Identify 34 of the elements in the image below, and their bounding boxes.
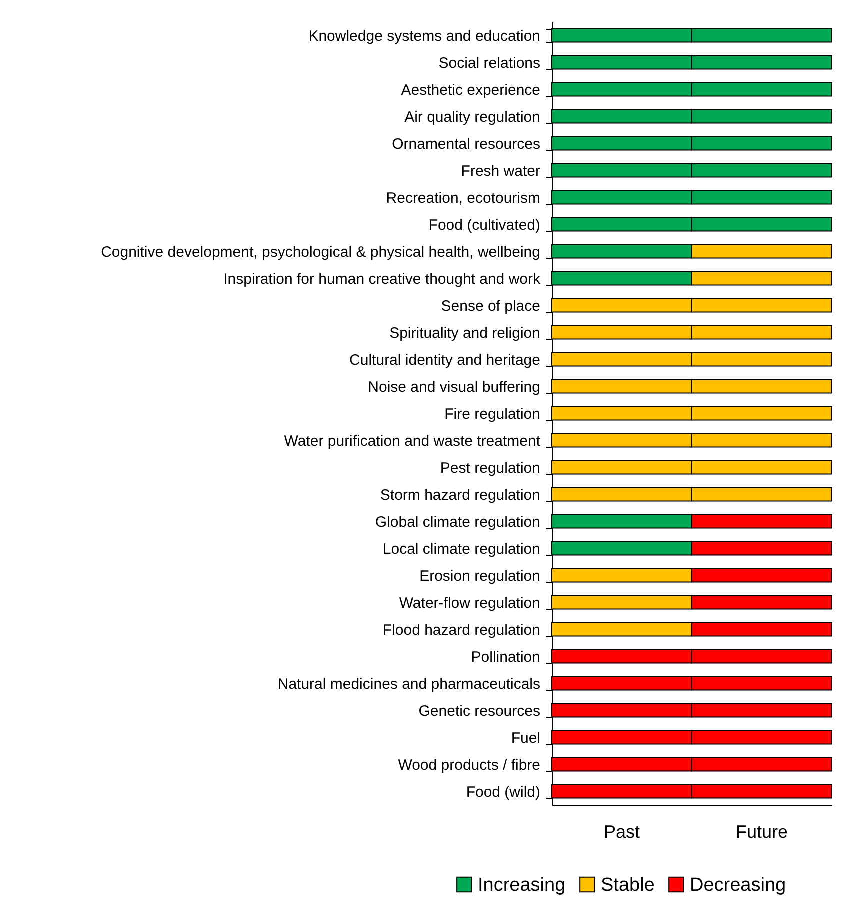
legend-label: Decreasing (690, 874, 786, 896)
y-tick-label: Fuel (511, 730, 540, 747)
y-tick-label: Flood hazard regulation (382, 622, 540, 639)
y-tick-label: Water-flow regulation (399, 595, 540, 612)
y-tick-label: Cultural identity and heritage (350, 352, 540, 369)
y-tick-label: Genetic resources (418, 703, 540, 720)
y-tick-label: Inspiration for human creative thought and work (224, 271, 541, 288)
y-tick-label: Fire regulation (444, 406, 540, 423)
y-tick-label: Noise and visual buffering (368, 379, 540, 396)
y-tick-label: Recreation, ecotourism (386, 190, 540, 207)
legend-label: Increasing (478, 874, 566, 896)
y-tick-label: Cognitive development, psychological & physical health, wellbeing (101, 244, 540, 261)
y-tick-label: Pest regulation (440, 460, 540, 477)
y-tick-label: Ornamental resources (392, 136, 540, 153)
y-tick-label: Pollination (471, 649, 540, 666)
y-tick-label: Food (cultivated) (428, 217, 540, 234)
y-tick-label: Fresh water (461, 163, 540, 180)
y-tick-label: Local climate regulation (382, 541, 540, 558)
y-tick-label: Knowledge systems and education (308, 28, 540, 45)
y-tick-label: Social relations (438, 55, 540, 72)
y-tick-label: Aesthetic experience (401, 82, 540, 99)
y-tick-label: Wood products / fibre (398, 757, 540, 774)
text: Future (736, 822, 788, 842)
y-tick-label: Storm hazard regulation (380, 487, 540, 504)
y-tick-label: Water purification and waste treatment (284, 433, 542, 450)
y-tick-label: Air quality regulation (404, 109, 540, 126)
y-tick-label: Global climate regulation (375, 514, 540, 531)
y-tick-label: Food (wild) (466, 784, 541, 801)
legend-label: Stable (601, 874, 655, 896)
text: Past (604, 822, 640, 842)
y-tick-label: Spirituality and religion (390, 325, 540, 342)
y-tick-label: Erosion regulation (420, 568, 540, 585)
y-tick-label: Sense of place (441, 298, 540, 315)
y-tick-label: Natural medicines and pharmaceuticals (278, 676, 540, 693)
